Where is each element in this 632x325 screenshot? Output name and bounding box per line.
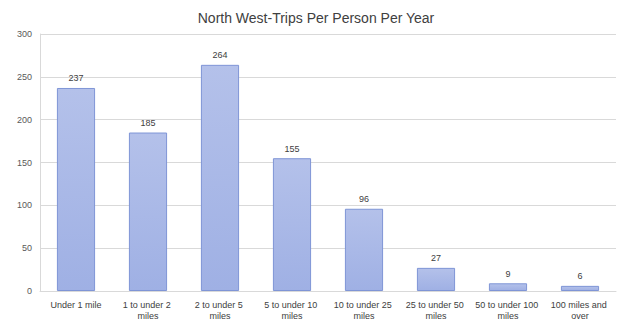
svg-text:miles: miles [281, 311, 303, 321]
svg-text:100 miles and: 100 miles and [551, 300, 610, 310]
svg-text:264: 264 [212, 50, 227, 60]
svg-text:300: 300 [17, 29, 32, 39]
svg-text:1 to under 2: 1 to under 2 [123, 300, 174, 310]
svg-text:100: 100 [17, 200, 32, 210]
svg-text:miles: miles [353, 311, 375, 321]
svg-text:96: 96 [359, 194, 369, 204]
svg-text:5 to under 10: 5 to under 10 [264, 300, 320, 310]
svg-text:250: 250 [17, 72, 32, 82]
svg-text:185: 185 [140, 118, 155, 128]
svg-text:9: 9 [505, 269, 510, 279]
svg-text:150: 150 [17, 158, 32, 168]
svg-text:50: 50 [22, 243, 32, 253]
svg-text:200: 200 [17, 115, 32, 125]
svg-text:50 to under 100: 50 to under 100 [475, 300, 541, 310]
svg-text:2 to under 5: 2 to under 5 [195, 300, 246, 310]
svg-text:25 to under 50: 25 to under 50 [406, 300, 467, 310]
svg-text:miles: miles [137, 311, 159, 321]
svg-text:27: 27 [431, 253, 441, 263]
svg-text:North West-Trips Per Person Pe: North West-Trips Per Person Per Year [198, 10, 435, 26]
svg-text:Under 1 mile: Under 1 mile [50, 300, 101, 310]
svg-text:155: 155 [284, 144, 299, 154]
svg-text:6: 6 [577, 271, 582, 281]
svg-text:10 to under 25: 10 to under 25 [334, 300, 395, 310]
svg-text:miles: miles [209, 311, 231, 321]
svg-text:miles: miles [425, 311, 447, 321]
svg-text:over: over [571, 311, 589, 321]
svg-text:237: 237 [68, 73, 83, 83]
svg-text:0: 0 [27, 286, 32, 296]
svg-text:miles: miles [497, 311, 519, 321]
